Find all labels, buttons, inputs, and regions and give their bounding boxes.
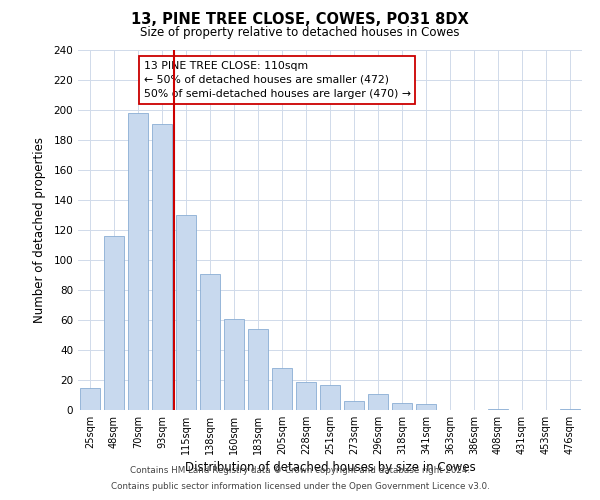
Bar (272, 368, 292, 410)
Bar (320, 384, 340, 410)
Bar (128, 113, 148, 410)
Bar (344, 401, 364, 410)
Bar (248, 329, 268, 410)
Bar (200, 274, 220, 410)
Bar (560, 408, 580, 410)
Y-axis label: Number of detached properties: Number of detached properties (34, 137, 46, 323)
Bar (416, 404, 436, 410)
Text: Size of property relative to detached houses in Cowes: Size of property relative to detached ho… (140, 26, 460, 39)
Text: Contains HM Land Registry data © Crown copyright and database right 2024.: Contains HM Land Registry data © Crown c… (130, 466, 470, 475)
Bar (224, 318, 244, 410)
Text: Contains public sector information licensed under the Open Government Licence v3: Contains public sector information licen… (110, 482, 490, 491)
Bar (488, 408, 508, 410)
Bar (80, 388, 100, 410)
Bar (152, 124, 172, 410)
Bar (104, 236, 124, 410)
Bar (176, 215, 196, 410)
Text: 13, PINE TREE CLOSE, COWES, PO31 8DX: 13, PINE TREE CLOSE, COWES, PO31 8DX (131, 12, 469, 28)
Bar (296, 382, 316, 410)
Text: 13 PINE TREE CLOSE: 110sqm
← 50% of detached houses are smaller (472)
50% of sem: 13 PINE TREE CLOSE: 110sqm ← 50% of deta… (143, 61, 410, 99)
Bar (392, 402, 412, 410)
X-axis label: Distribution of detached houses by size in Cowes: Distribution of detached houses by size … (185, 461, 475, 474)
Bar (368, 394, 388, 410)
